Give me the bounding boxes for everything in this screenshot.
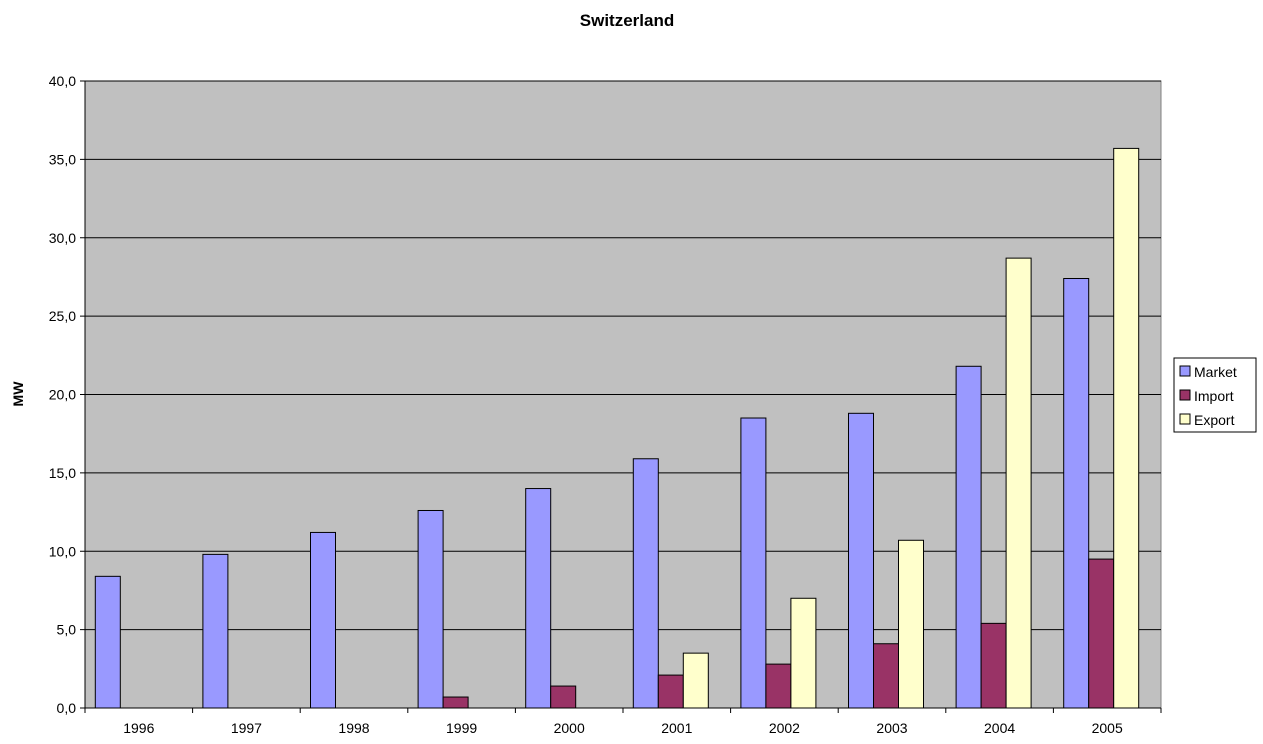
bar-export-2002 — [790, 597, 817, 709]
bar-import-2000 — [550, 685, 577, 709]
bar-market-2005 — [1063, 278, 1090, 709]
bars — [94, 147, 1140, 709]
bar-market-2001 — [632, 458, 659, 709]
y-tick-label: 0,0 — [57, 700, 77, 716]
bar-import-2003 — [873, 643, 899, 709]
y-tick-label: 40,0 — [49, 73, 76, 89]
legend: Market Import Export — [1173, 357, 1257, 433]
bar-market-1997 — [202, 553, 229, 709]
bar-market-2003 — [848, 412, 874, 709]
x-tick-label: 2002 — [769, 720, 800, 736]
x-tick-label: 2004 — [984, 720, 1015, 736]
y-axis-label: MW — [10, 381, 26, 407]
x-tick-label: 1997 — [231, 720, 262, 736]
y-tick-label: 30,0 — [49, 230, 76, 246]
y-tick-label: 5,0 — [57, 622, 77, 638]
y-axis: 0,0 5,0 10,0 15,0 20,0 25,0 30,0 35,0 40,0 — [49, 73, 86, 716]
x-axis: 1996 1997 1998 1999 2000 2001 2002 2003 2004 2005 — [84, 707, 1162, 736]
legend-label-market: Market — [1194, 364, 1237, 380]
y-tick-label: 15,0 — [49, 465, 76, 481]
y-tick-label: 20,0 — [49, 387, 76, 403]
chart-title: Switzerland — [580, 11, 674, 30]
x-tick-label: 1998 — [338, 720, 369, 736]
bar-export-2003 — [898, 539, 924, 709]
legend-swatch-export — [1179, 413, 1191, 425]
bar-market-2002 — [740, 417, 767, 709]
bar-market-1998 — [310, 531, 336, 709]
bar-market-1999 — [417, 509, 444, 709]
x-tick-label: 2005 — [1092, 720, 1123, 736]
bar-market-2000 — [525, 488, 552, 709]
bar-export-2001 — [682, 652, 709, 709]
x-tick-label: 2000 — [554, 720, 585, 736]
bar-import-2002 — [765, 663, 792, 709]
legend-label-export: Export — [1194, 412, 1235, 428]
y-tick-label: 35,0 — [49, 151, 76, 167]
bar-market-2004 — [955, 365, 982, 709]
bar-import-2005 — [1088, 558, 1115, 709]
bar-export-2005 — [1113, 147, 1140, 709]
x-tick-label: 2003 — [876, 720, 907, 736]
bar-export-2004 — [1005, 257, 1032, 709]
y-tick-label: 25,0 — [49, 308, 76, 324]
x-tick-label: 1996 — [123, 720, 154, 736]
bar-import-1999 — [442, 696, 469, 709]
y-tick-label: 10,0 — [49, 543, 76, 559]
x-tick-label: 1999 — [446, 720, 477, 736]
legend-swatch-market — [1179, 365, 1191, 377]
bar-import-2001 — [657, 674, 684, 709]
legend-label-import: Import — [1194, 388, 1234, 404]
bar-import-2004 — [980, 622, 1007, 709]
bar-market-1996 — [94, 575, 121, 709]
x-tick-label: 2001 — [661, 720, 692, 736]
legend-swatch-import — [1179, 389, 1191, 401]
